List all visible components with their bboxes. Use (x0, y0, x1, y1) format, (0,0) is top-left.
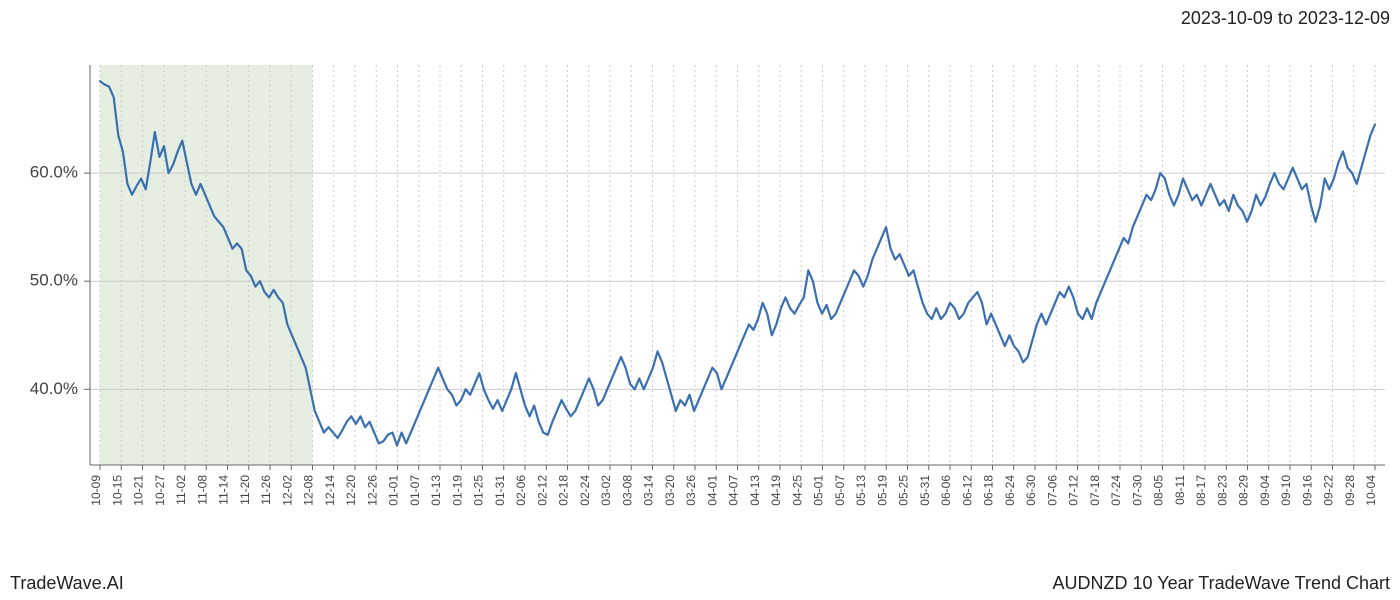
trend-chart: 40.0%50.0%60.0%10-0910-1510-2110-2711-02… (90, 45, 1390, 475)
x-axis-tick-label: 09-22 (1322, 475, 1336, 506)
x-axis-tick-label: 04-01 (705, 475, 719, 506)
y-axis-tick-label: 60.0% (30, 163, 78, 182)
x-axis-tick-label: 06-06 (939, 475, 953, 506)
x-axis-tick-label: 05-25 (897, 475, 911, 506)
x-axis-tick-label: 02-18 (557, 475, 571, 506)
x-axis-tick-label: 11-02 (174, 475, 188, 505)
x-axis-tick-label: 03-08 (620, 475, 634, 506)
x-axis-tick-label: 12-02 (280, 475, 294, 506)
x-axis-tick-label: 09-16 (1300, 475, 1314, 506)
x-axis-tick-label: 09-04 (1258, 475, 1272, 506)
x-axis-tick-label: 08-29 (1237, 475, 1251, 506)
x-axis-tick-label: 11-14 (217, 475, 231, 505)
x-axis-tick-label: 12-20 (344, 475, 358, 506)
x-axis-tick-label: 03-02 (599, 475, 613, 506)
x-axis-tick-label: 02-24 (578, 475, 592, 506)
x-axis-tick-label: 10-15 (110, 475, 124, 506)
x-axis-tick-label: 07-30 (1130, 475, 1144, 506)
x-axis-tick-label: 01-31 (493, 475, 507, 506)
x-axis-tick-label: 02-06 (514, 475, 528, 506)
x-axis-tick-label: 10-27 (153, 475, 167, 506)
x-axis-tick-label: 01-25 (472, 475, 486, 506)
x-axis-tick-label: 05-01 (812, 475, 826, 506)
x-axis-tick-label: 06-18 (982, 475, 996, 506)
x-axis-tick-label: 03-26 (684, 475, 698, 506)
x-axis-tick-label: 04-25 (790, 475, 804, 506)
x-axis-tick-label: 06-24 (1003, 475, 1017, 506)
chart-caption: AUDNZD 10 Year TradeWave Trend Chart (1053, 573, 1390, 594)
x-axis-tick-label: 08-17 (1194, 475, 1208, 506)
x-axis-tick-label: 01-19 (450, 475, 464, 506)
x-axis-tick-label: 01-13 (429, 475, 443, 506)
x-axis-tick-label: 05-13 (854, 475, 868, 506)
brand-label: TradeWave.AI (10, 573, 124, 594)
x-axis-tick-label: 04-19 (769, 475, 783, 506)
x-axis-tick-label: 12-14 (323, 475, 337, 506)
x-axis-tick-label: 11-20 (238, 475, 252, 505)
x-axis-tick-label: 01-01 (387, 475, 401, 506)
x-axis-tick-label: 08-11 (1173, 475, 1187, 505)
x-axis-tick-label: 08-05 (1152, 475, 1166, 506)
x-axis-tick-label: 10-04 (1364, 475, 1378, 506)
x-axis-tick-label: 02-12 (535, 475, 549, 506)
chart-container: 40.0%50.0%60.0%10-0910-1510-2110-2711-02… (90, 45, 1390, 475)
x-axis-tick-label: 07-24 (1109, 475, 1123, 506)
x-axis-tick-label: 08-23 (1215, 475, 1229, 506)
x-axis-tick-label: 09-28 (1343, 475, 1357, 506)
x-axis-tick-label: 03-14 (642, 475, 656, 506)
x-axis-tick-label: 04-07 (727, 475, 741, 506)
x-axis-tick-label: 07-18 (1088, 475, 1102, 506)
y-axis-tick-label: 50.0% (30, 271, 78, 290)
x-axis-tick-label: 04-13 (748, 475, 762, 506)
y-axis-tick-label: 40.0% (30, 379, 78, 398)
date-range-label: 2023-10-09 to 2023-12-09 (1181, 8, 1390, 29)
x-axis-tick-label: 06-12 (960, 475, 974, 506)
x-axis-tick-label: 11-26 (259, 475, 273, 505)
x-axis-tick-label: 05-31 (918, 475, 932, 506)
x-axis-tick-label: 06-30 (1024, 475, 1038, 506)
x-axis-tick-label: 05-19 (875, 475, 889, 506)
x-axis-tick-label: 10-21 (132, 475, 146, 506)
x-axis-tick-label: 01-07 (408, 475, 422, 506)
x-axis-tick-label: 03-20 (663, 475, 677, 506)
x-axis-tick-label: 11-08 (195, 475, 209, 505)
x-axis-tick-label: 12-26 (365, 475, 379, 506)
x-axis-tick-label: 05-07 (833, 475, 847, 506)
x-axis-tick-label: 07-12 (1067, 475, 1081, 506)
x-axis-tick-label: 09-10 (1279, 475, 1293, 506)
x-axis-tick-label: 07-06 (1045, 475, 1059, 506)
x-axis-tick-label: 12-08 (302, 475, 316, 506)
x-axis-tick-label: 10-09 (89, 475, 103, 506)
